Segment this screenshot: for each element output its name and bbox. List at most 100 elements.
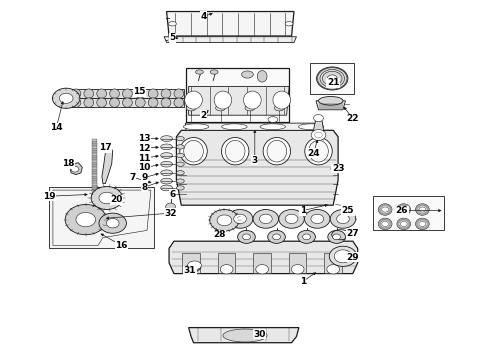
Ellipse shape (176, 162, 184, 166)
Ellipse shape (234, 214, 246, 224)
Ellipse shape (327, 75, 337, 82)
Bar (92, 153, 97, 156)
Bar (92, 179, 97, 181)
Ellipse shape (122, 89, 132, 98)
Ellipse shape (71, 98, 81, 107)
Bar (310, 63, 354, 94)
Ellipse shape (334, 250, 352, 263)
Ellipse shape (382, 207, 389, 212)
Polygon shape (189, 328, 299, 343)
Ellipse shape (176, 153, 184, 158)
Ellipse shape (298, 230, 316, 243)
Bar (92, 163, 97, 165)
Ellipse shape (242, 71, 253, 78)
Ellipse shape (244, 91, 261, 109)
Ellipse shape (315, 132, 322, 138)
Text: 22: 22 (346, 114, 359, 123)
Ellipse shape (260, 214, 272, 224)
Ellipse shape (416, 218, 429, 230)
Ellipse shape (71, 89, 81, 98)
Text: 12: 12 (138, 144, 151, 153)
Polygon shape (70, 163, 82, 175)
Text: 1: 1 (300, 206, 306, 215)
Bar (92, 181, 97, 184)
Polygon shape (314, 116, 323, 137)
Bar (92, 176, 97, 179)
Ellipse shape (416, 204, 429, 215)
Ellipse shape (274, 105, 284, 111)
Ellipse shape (176, 136, 184, 141)
Ellipse shape (196, 70, 203, 74)
Ellipse shape (305, 138, 332, 165)
Ellipse shape (298, 124, 324, 130)
Text: 27: 27 (346, 230, 359, 239)
Ellipse shape (180, 138, 207, 165)
Bar (92, 141, 97, 144)
Text: 26: 26 (395, 206, 408, 215)
Ellipse shape (216, 105, 225, 111)
Bar (92, 149, 97, 151)
Text: 7: 7 (129, 173, 136, 181)
Ellipse shape (400, 207, 407, 212)
Ellipse shape (314, 114, 323, 122)
Polygon shape (169, 241, 358, 274)
Ellipse shape (285, 22, 293, 26)
Ellipse shape (76, 212, 96, 227)
Ellipse shape (161, 161, 172, 167)
Bar (92, 174, 97, 177)
Text: 5: 5 (170, 33, 175, 42)
Bar (49, 187, 154, 248)
Ellipse shape (174, 98, 184, 107)
Ellipse shape (169, 22, 176, 26)
Bar (92, 158, 97, 161)
Ellipse shape (71, 166, 79, 172)
Ellipse shape (183, 124, 209, 130)
Bar (92, 146, 97, 149)
Ellipse shape (188, 261, 201, 270)
Ellipse shape (214, 91, 232, 109)
Ellipse shape (419, 207, 426, 212)
Text: 28: 28 (213, 230, 226, 239)
Ellipse shape (52, 88, 80, 108)
Bar (92, 184, 97, 186)
Ellipse shape (185, 91, 202, 109)
Ellipse shape (268, 117, 278, 122)
Ellipse shape (135, 98, 145, 107)
Ellipse shape (378, 204, 392, 215)
Ellipse shape (99, 192, 115, 204)
Polygon shape (176, 130, 338, 205)
Bar (182, 253, 200, 273)
Text: 25: 25 (342, 206, 354, 215)
Ellipse shape (210, 210, 239, 231)
Ellipse shape (225, 140, 245, 162)
Ellipse shape (84, 89, 94, 98)
Ellipse shape (303, 234, 311, 240)
Ellipse shape (161, 136, 172, 141)
Bar (324, 253, 342, 273)
Bar (92, 170, 97, 172)
Ellipse shape (311, 214, 323, 224)
Ellipse shape (176, 145, 184, 149)
Bar (186, 68, 289, 122)
Ellipse shape (148, 98, 158, 107)
Ellipse shape (311, 130, 326, 140)
Ellipse shape (328, 230, 345, 243)
Polygon shape (164, 37, 296, 42)
Ellipse shape (148, 89, 158, 98)
Ellipse shape (99, 213, 126, 233)
Text: 8: 8 (142, 183, 147, 192)
Ellipse shape (263, 138, 291, 165)
Ellipse shape (243, 234, 250, 240)
Text: 4: 4 (200, 12, 207, 21)
Bar (253, 253, 271, 273)
Ellipse shape (122, 98, 132, 107)
Text: 20: 20 (110, 195, 123, 204)
Polygon shape (102, 144, 113, 184)
Text: 30: 30 (253, 330, 266, 338)
Text: 19: 19 (43, 192, 55, 201)
Ellipse shape (253, 210, 278, 228)
Bar (373, 196, 444, 230)
Bar (92, 156, 97, 158)
Ellipse shape (97, 89, 107, 98)
Ellipse shape (221, 124, 247, 130)
